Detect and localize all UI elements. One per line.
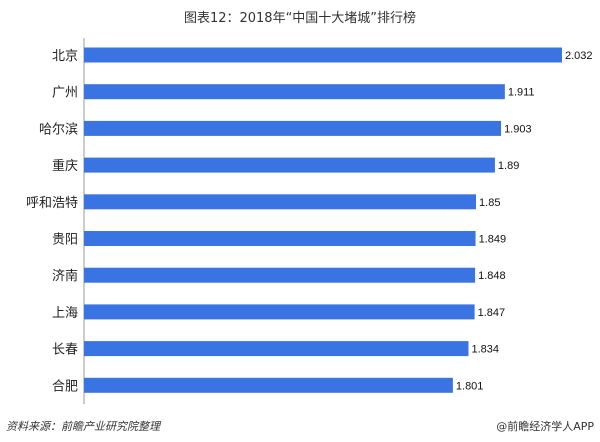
value-label: 2.032 [565, 50, 593, 62]
category-label: 上海 [52, 306, 78, 321]
bar [84, 341, 469, 357]
category-label: 贵阳 [52, 233, 78, 248]
value-label: 1.848 [478, 270, 506, 282]
category-label: 长春 [52, 343, 78, 358]
bar [84, 120, 502, 136]
value-label: 1.89 [498, 160, 519, 172]
category-label: 哈尔滨 [39, 121, 78, 137]
category-label: 合肥 [52, 379, 78, 394]
category-label: 济南 [52, 268, 78, 284]
value-label: 1.911 [508, 87, 535, 99]
value-label: 1.85 [479, 197, 500, 209]
source-note: 资料来源：前瞻产业研究院整理 [6, 420, 160, 433]
category-label: 北京 [52, 49, 78, 64]
bar [84, 231, 476, 246]
bar [84, 47, 562, 63]
bar [84, 377, 453, 393]
chart-marks: 北京 2.032 广州 1.911 哈尔滨 1.903 重庆 1.89 呼和浩特 1.85 贵阳 1.… [26, 47, 593, 394]
bar [84, 267, 476, 283]
bar [84, 304, 475, 320]
bar [84, 84, 505, 100]
category-label: 重庆 [52, 158, 78, 174]
chart-title: 图表12：2018年“中国十大堵城”排行榜 [183, 11, 417, 26]
bar [84, 194, 477, 210]
value-label: 1.801 [456, 380, 484, 392]
bar [84, 157, 495, 173]
value-label: 1.834 [471, 344, 499, 356]
brand-credit: @前瞻经济学人APP [496, 420, 594, 433]
category-label: 呼和浩特 [26, 196, 78, 211]
value-label: 1.903 [504, 123, 532, 135]
value-label: 1.847 [478, 307, 506, 319]
value-label: 1.849 [479, 234, 507, 246]
category-label: 广州 [52, 86, 78, 101]
